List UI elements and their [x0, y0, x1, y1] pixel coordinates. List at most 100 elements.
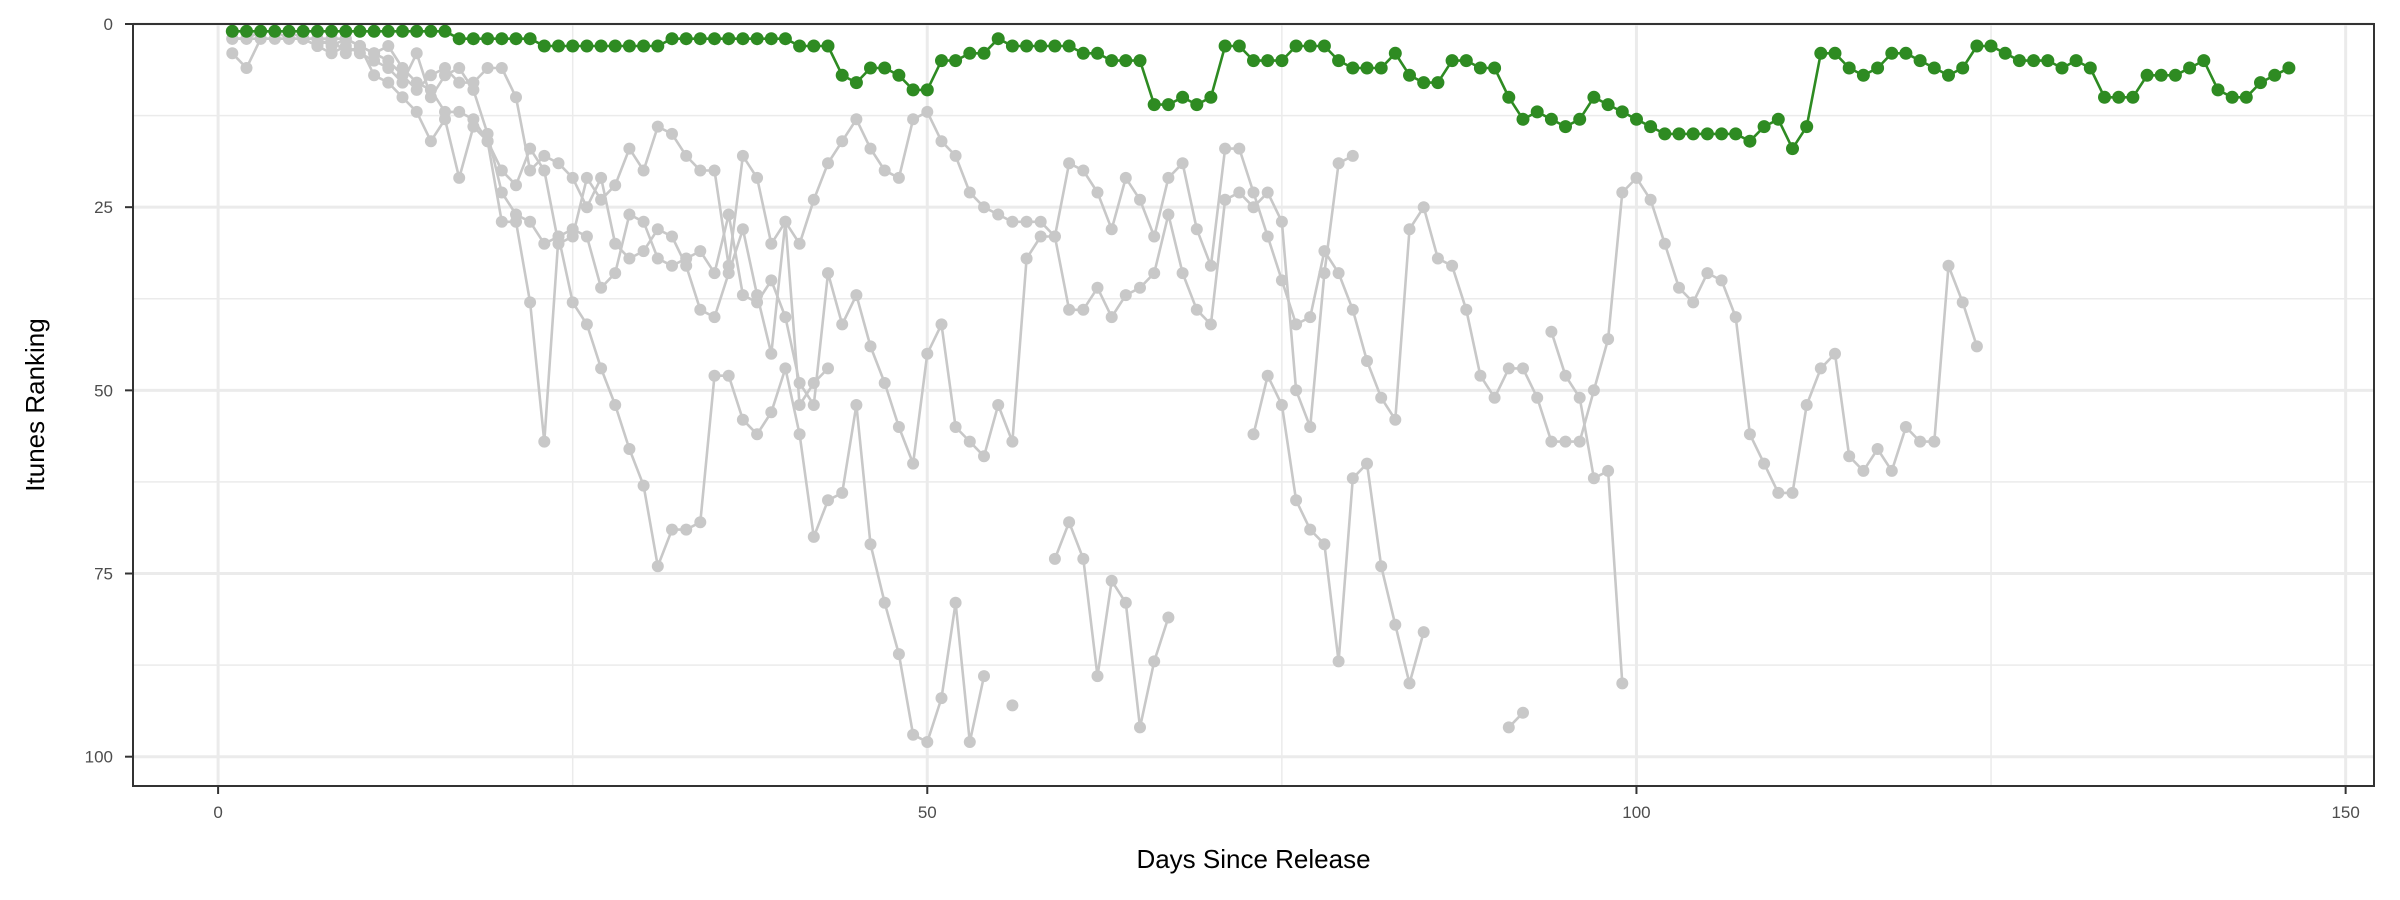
highlight-data-point [1360, 61, 1374, 75]
highlight-data-point [1275, 54, 1289, 68]
highlight-data-point [1034, 39, 1048, 53]
data-point [1290, 318, 1303, 331]
data-point [907, 457, 920, 470]
data-point [1616, 186, 1629, 199]
data-point [1417, 626, 1430, 639]
data-point [609, 179, 622, 192]
data-point [609, 237, 622, 250]
highlight-data-point [1998, 46, 2012, 60]
data-point [1403, 223, 1416, 236]
data-point [510, 179, 522, 192]
data-point [1673, 281, 1685, 294]
highlight-data-point [1388, 46, 1402, 60]
other-series-line [232, 30, 1354, 429]
highlight-data-point [708, 32, 721, 46]
data-point [1077, 164, 1090, 177]
data-point [580, 230, 593, 243]
data-point [680, 259, 693, 272]
data-point [495, 186, 508, 199]
highlight-data-point [1516, 112, 1530, 126]
data-point [524, 296, 537, 309]
highlight-data-point [2012, 54, 2026, 68]
data-point [1134, 281, 1146, 294]
data-point [680, 523, 693, 536]
highlight-data-point [552, 39, 565, 53]
data-point [736, 289, 749, 302]
data-point [382, 40, 395, 52]
highlight-data-point [580, 39, 594, 53]
data-point [1304, 523, 1317, 536]
data-point [524, 164, 537, 177]
data-point [1318, 538, 1331, 551]
data-point [1885, 464, 1898, 477]
data-point [353, 40, 366, 52]
data-point [424, 135, 437, 148]
data-point [765, 274, 778, 287]
highlight-data-point [1672, 127, 1686, 141]
data-point [1261, 186, 1274, 199]
y-axis-title: Itunes Ranking [20, 318, 50, 491]
highlight-data-point [622, 39, 636, 53]
data-point [1162, 208, 1175, 221]
data-point [1204, 318, 1217, 331]
data-point [978, 450, 990, 463]
x-axis-title: Days Since Release [1136, 844, 1370, 874]
data-point [1261, 230, 1274, 243]
data-point [1034, 230, 1047, 243]
data-point [524, 215, 537, 228]
highlight-data-point [892, 68, 906, 82]
highlight-data-point [807, 39, 821, 53]
data-point [1077, 552, 1090, 565]
data-point [1006, 435, 1019, 448]
data-point [1275, 215, 1288, 228]
highlight-data-point [452, 32, 466, 46]
highlight-data-point [1842, 61, 1856, 75]
highlight-data-point [1814, 46, 1828, 60]
data-point [1446, 259, 1459, 272]
data-point [892, 421, 905, 433]
highlight-data-point [325, 24, 339, 38]
highlight-data-point [537, 39, 551, 53]
data-point [580, 318, 593, 331]
highlight-data-point [1190, 98, 1204, 112]
highlight-data-point [1984, 39, 1998, 53]
data-point [1190, 223, 1203, 236]
highlight-data-point [2254, 76, 2267, 90]
highlight-data-point [2112, 90, 2126, 104]
data-point [1559, 435, 1572, 448]
data-point [1063, 516, 1076, 529]
data-point [935, 692, 948, 705]
data-point [907, 113, 920, 126]
data-point [1119, 171, 1132, 184]
highlight-data-point [1431, 76, 1445, 90]
data-point [949, 149, 962, 162]
highlight-data-point [722, 32, 736, 46]
data-point [822, 267, 834, 280]
data-point [495, 215, 508, 228]
data-point [1743, 428, 1756, 441]
highlight-data-point [1927, 61, 1941, 75]
highlight-data-point [1403, 68, 1416, 82]
data-point [1332, 655, 1345, 668]
data-point [1460, 303, 1473, 316]
data-point [1119, 596, 1132, 609]
highlight-data-point [1729, 127, 1743, 141]
highlight-data-point [2027, 54, 2041, 68]
data-point [453, 171, 466, 184]
data-point [1034, 215, 1047, 228]
data-point [1403, 677, 1416, 690]
data-point [538, 164, 551, 177]
data-point [822, 362, 834, 375]
data-point [1786, 486, 1799, 499]
highlight-data-point [665, 32, 679, 46]
data-point [453, 76, 466, 89]
highlight-data-point [1913, 54, 1927, 68]
highlight-data-point [282, 24, 296, 38]
y-tick-label: 75 [94, 565, 113, 584]
data-point [1346, 149, 1359, 162]
data-point [978, 201, 990, 214]
data-point [1247, 428, 1260, 441]
data-point [807, 399, 820, 411]
data-point [651, 223, 664, 236]
